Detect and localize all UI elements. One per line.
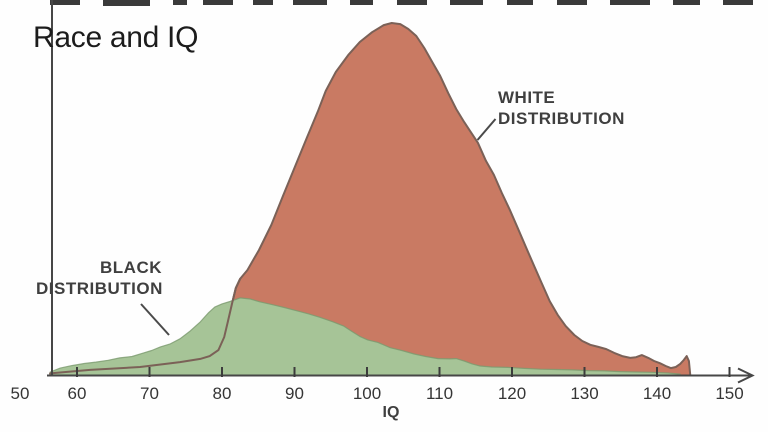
x-tick-label-100: 100 xyxy=(353,384,381,403)
white-label-leader-line xyxy=(476,118,497,141)
white-distribution-label-line1: WHITE xyxy=(498,88,556,107)
axes xyxy=(47,0,755,384)
black-label-leader-line xyxy=(140,303,170,336)
x-axis-arrow-icon xyxy=(737,367,755,384)
black-distribution-label-line2: DISTRIBUTION xyxy=(36,279,163,298)
x-tick-label-90: 90 xyxy=(285,384,304,403)
cropped-text-artifact xyxy=(50,0,753,6)
x-tick-label-130: 130 xyxy=(570,384,598,403)
x-tick-label-120: 120 xyxy=(498,384,526,403)
white-distribution-label-line2: DISTRIBUTION xyxy=(498,109,625,128)
distribution-curves xyxy=(49,22,692,377)
x-tick-label-110: 110 xyxy=(426,384,453,403)
x-axis-ticks: 50 60 70 80 90 100 110 120 130 140 150 xyxy=(11,367,744,403)
white-distribution-tail-outline xyxy=(49,277,242,375)
x-tick-label-150: 150 xyxy=(715,384,743,403)
x-tick-label-60: 60 xyxy=(68,384,87,403)
x-axis-title: IQ xyxy=(382,404,400,421)
black-distribution-label-line1: BLACK xyxy=(100,258,162,277)
x-tick-label-80: 80 xyxy=(213,384,232,403)
page-title: Race and IQ xyxy=(33,21,199,54)
x-tick-label-140: 140 xyxy=(643,384,671,403)
x-tick-label-50: 50 xyxy=(11,384,30,403)
x-tick-label-70: 70 xyxy=(140,384,159,403)
white-distribution-area xyxy=(49,22,692,377)
